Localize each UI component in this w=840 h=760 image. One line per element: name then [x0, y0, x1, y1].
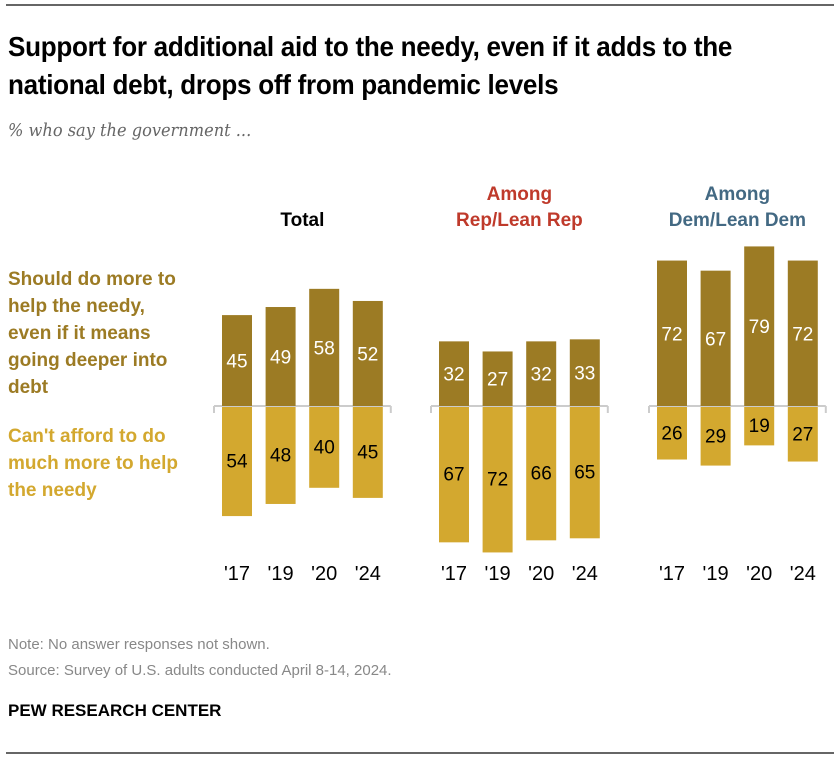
x-tick-label: '24: [790, 563, 816, 585]
bar-cant: [352, 407, 383, 498]
data-label-more: 58: [314, 338, 335, 359]
bar-more: [482, 351, 513, 406]
x-tick-label: '19: [268, 563, 294, 585]
bar-cant: [222, 407, 252, 517]
panel-title: Total: [280, 210, 324, 231]
bar-more: [352, 300, 383, 406]
legend-cant: Can't afford to do much more to help the…: [8, 426, 178, 501]
top-rule: [6, 4, 834, 6]
data-label-more: 72: [792, 324, 813, 345]
bar-more: [657, 260, 687, 406]
data-label-cant: 66: [531, 464, 552, 485]
data-label-more: 72: [661, 324, 682, 345]
bar-cant: [700, 407, 731, 466]
data-label-more: 32: [531, 365, 552, 386]
data-label-cant: 72: [487, 470, 508, 491]
bar-more: [439, 341, 469, 406]
panel-title: Rep/Lean Rep: [456, 210, 583, 231]
data-label-more: 67: [705, 329, 726, 350]
bar-more: [309, 288, 340, 406]
bar-cant: [744, 407, 775, 446]
bar-cant: [482, 407, 513, 553]
bar-more: [222, 315, 252, 406]
bar-cant: [309, 407, 340, 488]
x-tick-label: '20: [528, 563, 554, 585]
x-tick-label: '19: [703, 563, 729, 585]
x-tick-label: '19: [485, 563, 511, 585]
data-label-more: 79: [749, 317, 770, 338]
x-tick-label: '20: [311, 563, 337, 585]
x-tick-label: '17: [224, 563, 250, 585]
data-label-more: 52: [357, 344, 378, 365]
panel-title-line1: Among: [487, 184, 552, 205]
bar-more: [526, 341, 557, 406]
legend-more: Should do more to help the needy, even i…: [8, 269, 176, 398]
brand-logo-text: PEW RESEARCH CENTER: [8, 701, 222, 720]
bar-cant: [657, 407, 687, 460]
x-tick-label: '24: [355, 563, 381, 585]
data-label-more: 27: [487, 370, 508, 391]
x-tick-label: '24: [572, 563, 598, 585]
data-label-more: 49: [270, 348, 291, 369]
chart-subtitle: % who say the government ...: [8, 120, 252, 141]
bar-cant: [526, 407, 557, 541]
x-tick-label: '20: [746, 563, 772, 585]
panel-title: Dem/Lean Dem: [669, 210, 806, 231]
panel-title-line1: Among: [705, 184, 770, 205]
bottom-rule: [6, 752, 834, 754]
bar-more: [569, 339, 600, 406]
x-tick-label: '17: [659, 563, 685, 585]
data-label-more: 33: [574, 364, 595, 385]
data-label-cant: 29: [705, 426, 726, 447]
bar-more: [265, 307, 296, 406]
data-label-cant: 45: [357, 442, 378, 463]
data-label-cant: 65: [574, 463, 595, 484]
bar-cant: [787, 407, 818, 462]
bar-more: [787, 260, 818, 406]
note: Note: No answer responses not shown.: [8, 636, 270, 653]
data-label-cant: 40: [314, 437, 335, 458]
data-label-cant: 26: [661, 423, 682, 444]
data-label-more: 32: [443, 365, 464, 386]
data-label-cant: 67: [443, 465, 464, 486]
bar-cant: [439, 407, 469, 543]
bar-cant: [265, 407, 296, 504]
data-label-cant: 19: [749, 416, 770, 437]
data-label-cant: 48: [270, 445, 291, 466]
source: Source: Survey of U.S. adults conducted …: [8, 662, 392, 679]
chart-title: Support for additional aid to the needy,…: [8, 31, 733, 100]
data-label-more: 45: [226, 352, 247, 373]
chart-area: Total 45 54 '17 49 48 '19 58 40 '20 52 45 '24 Among Re…: [213, 184, 827, 585]
bar-cant: [569, 407, 600, 539]
data-label-cant: 54: [226, 452, 248, 473]
data-label-cant: 27: [792, 424, 813, 445]
bar-more: [700, 270, 731, 406]
x-tick-label: '17: [441, 563, 467, 585]
bar-more: [744, 246, 775, 406]
